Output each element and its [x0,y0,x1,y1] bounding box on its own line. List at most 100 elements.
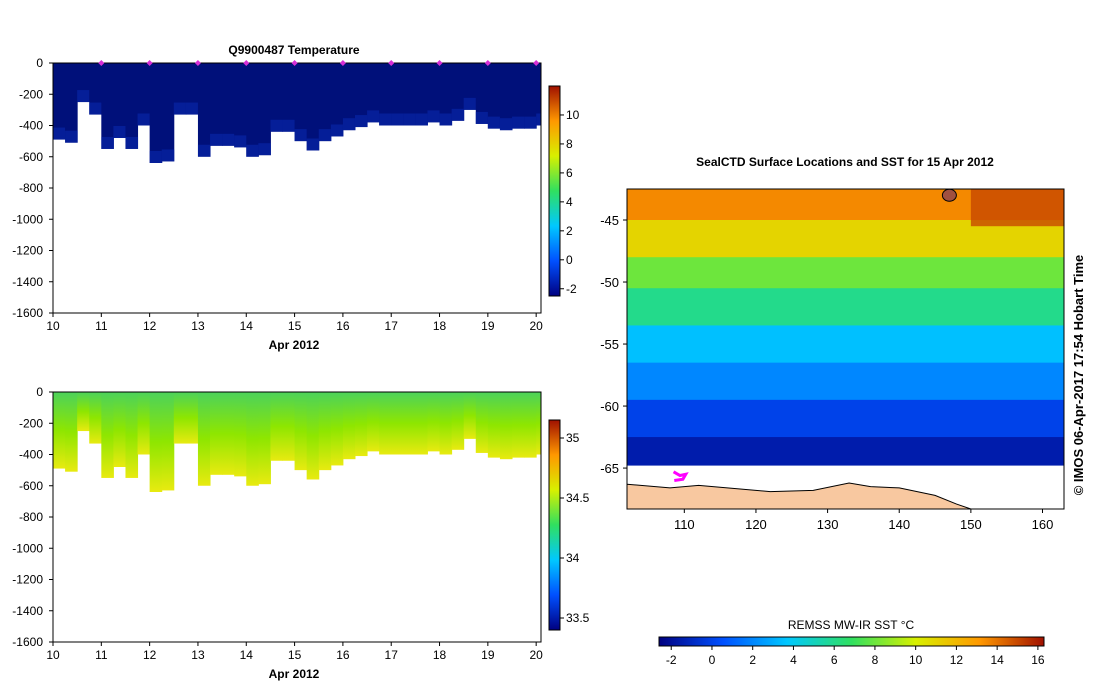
y-tick-label: -1000 [12,212,43,226]
salinity-profile [270,392,284,461]
temperature-profile-bottom [282,119,296,132]
temperature-panel: Q9900487 Temperature 10 11 12 13 14 15 16 17 18 1… [12,43,579,352]
temperature-profile [282,63,296,132]
temperature-profile-bottom [222,133,235,146]
colorbar-tick-label: 34.5 [566,491,590,505]
temperature-x-label: Apr 2012 [269,338,320,352]
sst-field [627,189,1064,509]
lat-tick-label: -60 [600,399,619,414]
sst-colorbar-tick-label: 6 [831,653,838,667]
temperature-profile-bottom [270,119,284,132]
temperature-profile-bottom [294,129,308,142]
temperature-profile-bottom [306,138,320,151]
temperature-profile-bottom [101,136,114,149]
profile-marker [533,60,540,66]
profile-marker [146,60,153,66]
x-tick-label: 18 [433,648,447,662]
salinity-profile [487,392,501,458]
x-tick-label: 12 [143,648,157,662]
colorbar-tick-label: -2 [566,282,577,296]
x-tick-label: 10 [46,319,60,333]
temperature-profile [210,63,223,146]
temperature-profile-bottom [475,111,489,124]
salinity-profile [427,392,441,452]
temperature-colorbar-ticks: -2 0 2 4 6 8 10 [560,108,580,296]
salinity-profile [306,392,320,480]
salinity-colorbar-ticks: 33.5 34 34.5 35 [560,431,590,625]
temperature-profile-bottom [137,113,151,126]
lat-tick-label: -55 [600,337,619,352]
temperature-profile-bottom [77,90,90,103]
x-tick-label: 13 [191,319,205,333]
sst-colorbar-tick-label: 2 [749,653,756,667]
colorbar-tick-label: 10 [566,108,580,122]
x-tick-label: 14 [240,648,254,662]
salinity-profile [125,392,139,478]
temperature-profile [173,63,187,115]
salinity-profile [354,392,368,457]
temperature-profile [89,63,102,115]
temperature-profile-bottom [499,118,513,131]
salinity-profile [65,392,78,472]
temperature-profile-bottom [536,113,541,126]
temperature-profile-bottom [342,118,356,131]
y-tick-label: -600 [19,479,43,493]
salinity-profile [282,392,296,461]
salinity-profile [342,392,356,460]
y-tick-label: 0 [36,56,43,70]
lon-tick-label: 150 [960,517,982,532]
sst-map-title: SealCTD Surface Locations and SST for 15… [696,155,994,169]
temperature-profile-bottom [367,110,380,123]
salinity-profile [113,392,126,467]
x-tick-label: 16 [336,319,350,333]
temperature-profile-bottom [258,143,271,156]
x-tick-label: 15 [288,319,302,333]
temperature-profile-bottom [487,116,501,129]
salinity-profile [294,392,308,471]
salinity-profile [463,392,477,439]
temperature-profile [234,63,247,148]
temperature-profile [161,63,175,162]
lon-tick-label: 130 [817,517,839,532]
salinity-profile [475,392,489,453]
salinity-profile [536,392,541,455]
x-tick-label: 20 [529,319,543,333]
sst-colorbar [658,636,1045,647]
salinity-profile [173,392,187,444]
salinity-profile [318,392,332,471]
temperature-profile-bottom [524,116,537,129]
colorbar-tick-label: 35 [566,431,580,445]
profile-marker [388,60,395,66]
lat-tick-label: -65 [600,461,619,476]
sst-colorbar-tick-label: 14 [990,653,1004,667]
temperature-profile-bottom [161,149,175,162]
antarctica-land [627,482,972,509]
temperature-profile [306,63,320,151]
y-tick-label: -1600 [12,306,43,320]
x-tick-label: 16 [336,648,350,662]
y-tick-label: -400 [19,119,43,133]
lon-tick-label: 120 [745,517,767,532]
lat-tick-label: -50 [600,275,619,290]
temperature-profile [125,63,139,149]
colorbar-tick-label: 34 [566,551,580,565]
salinity-field [53,392,541,492]
seal-track [672,470,689,482]
salinity-colorbar [548,419,561,631]
temperature-profile-bottom [463,97,477,110]
temperature-profile [439,63,453,126]
temperature-profile-bottom [113,126,126,138]
temperature-profile [330,63,344,137]
y-tick-label: 0 [36,385,43,399]
salinity-profile [379,392,392,455]
y-tick-label: -1200 [12,244,43,258]
y-tick-label: -1400 [12,604,43,618]
sst-colorbar-label: REMSS MW-IR SST °C [788,618,915,632]
x-tick-label: 15 [288,648,302,662]
colorbar-tick-label: 33.5 [566,611,590,625]
temperature-profile [475,63,489,124]
temperature-profile [294,63,308,142]
temperature-profile-bottom [330,124,344,137]
temperature-profile-bottom [451,108,465,121]
temperature-profile [197,63,211,157]
